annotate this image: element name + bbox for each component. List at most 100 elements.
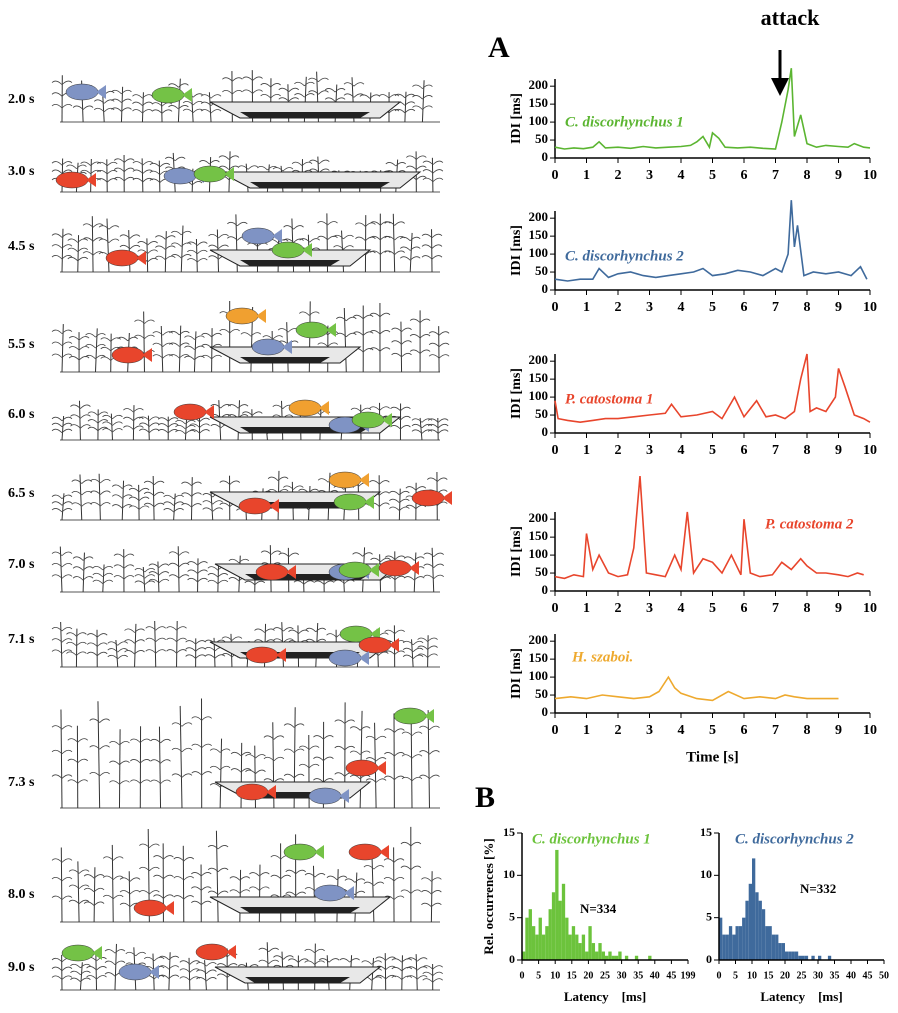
x-tick-label: 7 <box>772 300 779 315</box>
y-axis-label: IDI [ms] <box>509 526 524 577</box>
x-tick-label: 0 <box>552 723 559 738</box>
y-tick-label: 150 <box>529 95 549 110</box>
plate-shadow <box>240 907 360 913</box>
x-tick-label: 5 <box>709 443 716 458</box>
fish <box>339 562 371 578</box>
fish <box>346 760 378 776</box>
x-tick-label: 0 <box>552 168 559 183</box>
x-tick-label: 5 <box>733 970 738 981</box>
x-tick-label: 8 <box>804 168 811 183</box>
plant-stem <box>119 729 120 808</box>
plant-stem <box>159 161 160 192</box>
y-tick-label: 5 <box>509 909 515 923</box>
x-tick-label: 5 <box>709 168 716 183</box>
bar <box>785 952 788 960</box>
y-tick-label: 0 <box>542 281 549 296</box>
fish <box>236 784 268 800</box>
frame-time: 5.5 s <box>8 337 35 352</box>
x-tick-label: 4 <box>678 443 685 458</box>
y-tick-label: 50 <box>535 263 548 278</box>
bar <box>782 943 785 960</box>
x-tick-label: 9 <box>835 723 842 738</box>
fish <box>174 404 206 420</box>
x-tick-label: 1 <box>583 723 590 738</box>
bar <box>772 935 775 960</box>
fish <box>194 166 226 182</box>
plant-stem <box>218 565 219 592</box>
y-tick-label: 100 <box>529 245 549 260</box>
fish <box>329 650 361 666</box>
x-axis-label: Latency [ms] <box>564 989 646 1004</box>
bar <box>578 943 581 960</box>
x-tick-label: 45 <box>666 970 676 981</box>
bar <box>739 926 742 960</box>
plate-shadow <box>240 112 370 118</box>
frame-time: 7.1 s <box>8 632 35 647</box>
bar <box>562 884 565 960</box>
bar <box>752 858 755 960</box>
fish <box>334 494 366 510</box>
plant-stem <box>402 955 403 990</box>
bar <box>608 952 611 960</box>
plate-shadow <box>240 260 340 266</box>
y-tick-label: 0 <box>542 149 549 164</box>
y-tick-label: 200 <box>529 209 549 224</box>
y-axis-label: IDI [ms] <box>509 368 524 419</box>
plant-stem <box>428 635 429 667</box>
x-tick-label: 3 <box>646 723 653 738</box>
annotation: N=334 <box>580 901 617 916</box>
fish <box>62 945 94 961</box>
x-tick-label: 8 <box>804 300 811 315</box>
bar <box>582 935 585 960</box>
bar <box>602 952 605 960</box>
x-tick-label: 25 <box>797 970 807 981</box>
bar <box>742 918 745 960</box>
bar <box>552 892 555 960</box>
frame-time: 3.0 s <box>8 164 35 179</box>
bar <box>769 926 772 960</box>
fish <box>226 308 258 324</box>
x-tick-label: 30 <box>813 970 823 981</box>
x-axis-label: Latency [ms] <box>760 989 842 1004</box>
x-tick-label: 7 <box>772 723 779 738</box>
fish <box>242 228 274 244</box>
x-tick-label: 199 <box>681 970 696 981</box>
fish <box>164 168 196 184</box>
bar <box>585 952 588 960</box>
x-tick-label: 30 <box>617 970 627 981</box>
y-tick-label: 50 <box>535 564 548 579</box>
y-tick-label: 5 <box>706 909 712 923</box>
plant-stem <box>61 847 62 922</box>
x-tick-label: 3 <box>646 601 653 616</box>
y-axis-label: IDI [ms] <box>509 225 524 276</box>
x-tick-label: 2 <box>615 168 622 183</box>
frame-time: 9.0 s <box>8 960 35 975</box>
x-tick-label: 15 <box>567 970 577 981</box>
x-tick-label: 7 <box>772 601 779 616</box>
x-tick-label: 7 <box>772 168 779 183</box>
x-tick-label: 25 <box>600 970 610 981</box>
fish <box>66 84 98 100</box>
x-tick-label: 5 <box>709 300 716 315</box>
fish <box>256 564 288 580</box>
fish <box>134 900 166 916</box>
x-tick-label: 9 <box>835 300 842 315</box>
bar <box>792 952 795 960</box>
plate-shadow <box>245 977 350 983</box>
histogram-title: C. discorhynchus 1 <box>532 831 651 847</box>
x-tick-label: 2 <box>615 300 622 315</box>
y-tick-label: 50 <box>535 131 548 146</box>
x-tick-label: 4 <box>678 601 685 616</box>
x-tick-label: 4 <box>678 723 685 738</box>
x-tick-label: 20 <box>583 970 593 981</box>
bar <box>539 918 542 960</box>
bar <box>535 935 538 960</box>
x-tick-label: 4 <box>678 168 685 183</box>
fish <box>106 250 138 266</box>
x-tick-label: 6 <box>741 723 748 738</box>
bar <box>549 909 552 960</box>
x-tick-label: 2 <box>615 443 622 458</box>
bar <box>545 926 548 960</box>
y-tick-label: 0 <box>542 424 549 439</box>
frame-time: 6.5 s <box>8 486 35 501</box>
